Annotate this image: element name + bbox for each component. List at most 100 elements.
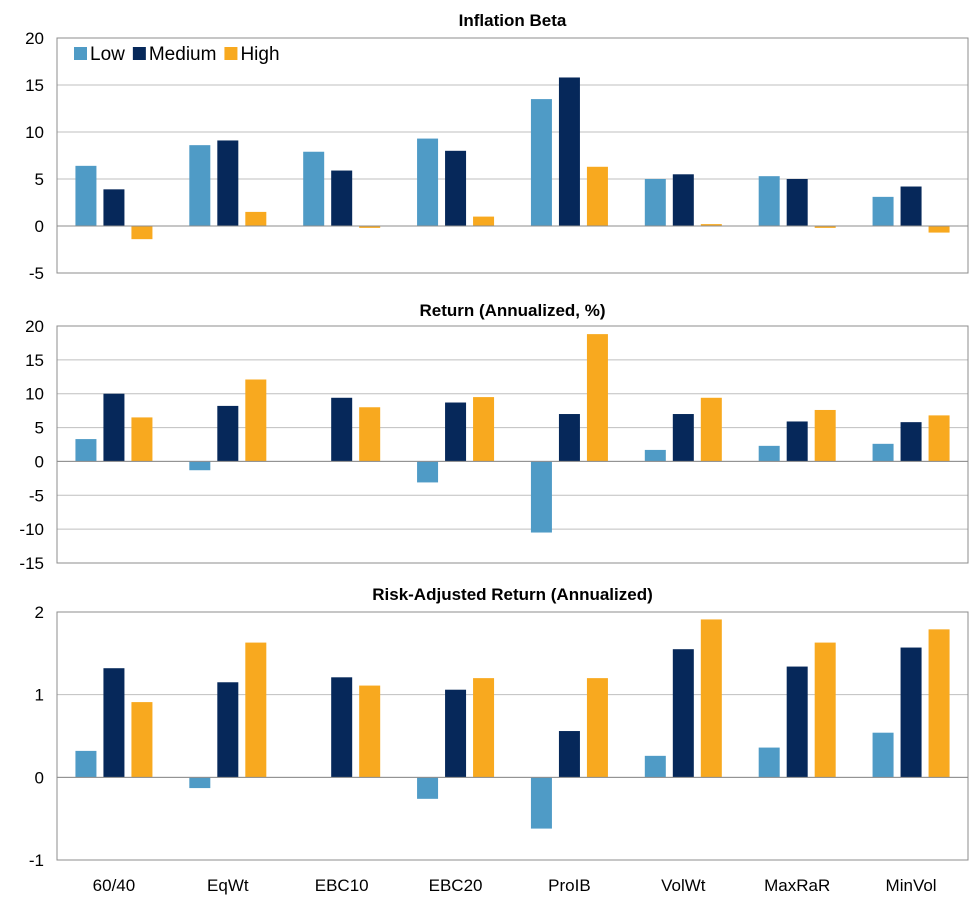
bar-medium-2-VolWt <box>672 414 694 462</box>
y-tick-label-1: 5 <box>35 170 44 189</box>
x-tick-label-EBC10: EBC10 <box>315 876 369 895</box>
legend-swatch-high <box>224 47 238 60</box>
bar-high-1-MinVol <box>928 226 950 233</box>
bar-high-1-MaxRaR <box>814 226 836 228</box>
bar-high-1-EqWt <box>245 211 267 226</box>
y-tick-label-2: -10 <box>19 520 44 539</box>
bar-medium-3-60/40 <box>103 668 125 778</box>
bar-medium-3-MaxRaR <box>786 666 808 778</box>
bar-medium-1-ProIB <box>558 77 580 226</box>
bar-medium-2-EBC20 <box>445 402 467 462</box>
y-tick-label-1: 10 <box>25 123 44 142</box>
legend-label-high: High <box>240 44 279 65</box>
bar-medium-3-VolWt <box>672 649 694 778</box>
bar-medium-3-EqWt <box>217 682 239 778</box>
bar-high-2-EBC10 <box>359 407 381 462</box>
bar-high-2-VolWt <box>700 397 722 462</box>
bar-high-3-EBC10 <box>359 685 381 778</box>
y-tick-label-2: 5 <box>35 419 44 438</box>
bar-low-2-60/40 <box>75 439 97 462</box>
y-tick-label-2: -5 <box>29 486 44 505</box>
bar-low-3-MaxRaR <box>758 747 780 778</box>
bar-medium-2-ProIB <box>558 414 580 462</box>
bar-medium-1-VolWt <box>672 174 694 226</box>
bar-low-1-VolWt <box>644 179 666 226</box>
bar-low-2-MinVol <box>872 443 894 462</box>
bar-low-3-60/40 <box>75 750 97 778</box>
bar-low-1-EBC10 <box>303 151 325 226</box>
bar-low-2-VolWt <box>644 449 666 462</box>
bar-high-2-EqWt <box>245 379 267 462</box>
chart-title-2: Return (Annualized, %) <box>419 301 605 320</box>
plot-frame-1 <box>56 37 969 274</box>
y-tick-label-3: 2 <box>35 603 44 622</box>
bar-high-2-MinVol <box>928 415 950 462</box>
y-tick-label-2: 15 <box>25 351 44 370</box>
bar-high-2-MaxRaR <box>814 409 836 462</box>
chart-title-1: Inflation Beta <box>459 11 567 30</box>
bar-high-2-60/40 <box>131 417 153 462</box>
legend-label-medium: Medium <box>149 44 217 65</box>
y-tick-label-2: 10 <box>25 385 44 404</box>
bar-low-3-ProIB <box>530 777 552 829</box>
bar-low-2-ProIB <box>530 461 552 533</box>
legend-swatch-medium <box>132 47 146 60</box>
y-tick-label-1: -5 <box>29 264 44 283</box>
legend-swatch-low <box>74 47 87 60</box>
plot-frame-3 <box>56 611 969 861</box>
bar-high-2-EBC20 <box>473 397 495 462</box>
bar-high-3-MinVol <box>928 629 950 778</box>
x-tick-label-EqWt: EqWt <box>207 876 249 895</box>
bar-low-1-MaxRaR <box>758 176 780 226</box>
x-tick-label-MinVol: MinVol <box>886 876 937 895</box>
x-tick-label-ProIB: ProIB <box>548 876 591 895</box>
bar-medium-2-MaxRaR <box>786 421 808 462</box>
bar-high-3-MaxRaR <box>814 642 836 778</box>
bar-low-3-EBC20 <box>417 777 439 799</box>
chart-title-3: Risk-Adjusted Return (Annualized) <box>372 585 653 604</box>
bar-medium-1-60/40 <box>103 189 125 226</box>
bar-medium-3-EBC10 <box>331 677 353 778</box>
bar-low-1-60/40 <box>75 165 97 226</box>
bar-low-2-EqWt <box>189 461 211 471</box>
bar-medium-3-EBC20 <box>445 689 467 778</box>
bar-high-3-ProIB <box>586 678 608 778</box>
y-tick-label-1: 0 <box>35 217 44 236</box>
x-tick-label-EBC20: EBC20 <box>429 876 483 895</box>
x-tick-label-VolWt: VolWt <box>661 876 706 895</box>
bar-high-1-ProIB <box>586 166 608 226</box>
plot-frame-2 <box>56 325 969 564</box>
bar-low-3-MinVol <box>872 732 894 778</box>
bar-high-3-60/40 <box>131 702 153 778</box>
y-tick-label-1: 15 <box>25 76 44 95</box>
bar-medium-1-EBC10 <box>331 170 353 226</box>
bar-high-1-VolWt <box>700 224 722 226</box>
legend-label-low: Low <box>90 44 125 65</box>
bar-low-1-EqWt <box>189 145 211 226</box>
bar-medium-1-MaxRaR <box>786 179 808 226</box>
bar-medium-1-MinVol <box>900 186 922 226</box>
bar-medium-2-MinVol <box>900 422 922 462</box>
x-tick-label-MaxRaR: MaxRaR <box>764 876 830 895</box>
bar-low-3-VolWt <box>644 755 666 778</box>
y-tick-label-2: 20 <box>25 317 44 336</box>
bar-high-1-EBC20 <box>473 216 495 226</box>
bar-high-3-VolWt <box>700 619 722 778</box>
bar-high-3-EBC20 <box>473 678 495 778</box>
bar-medium-2-60/40 <box>103 393 125 462</box>
y-tick-label-3: 0 <box>35 768 44 787</box>
bar-low-1-MinVol <box>872 196 894 226</box>
bar-low-3-EqWt <box>189 777 211 789</box>
bar-low-2-EBC20 <box>417 461 439 483</box>
bar-medium-1-EBC20 <box>445 150 467 226</box>
bar-high-3-EqWt <box>245 642 267 778</box>
x-tick-label-60/40: 60/40 <box>93 876 136 895</box>
bar-medium-1-EqWt <box>217 140 239 226</box>
bar-low-2-MaxRaR <box>758 445 780 462</box>
bar-high-2-ProIB <box>586 334 608 462</box>
y-tick-label-2: 0 <box>35 452 44 471</box>
bar-medium-3-ProIB <box>558 731 580 778</box>
bar-low-1-EBC20 <box>417 138 439 226</box>
